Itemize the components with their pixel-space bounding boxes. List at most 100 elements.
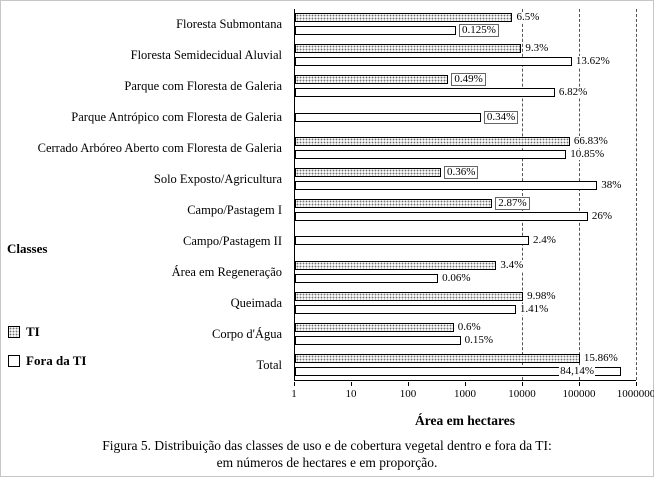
x-tick-label: 100000 (562, 388, 596, 400)
bar-ti (295, 168, 441, 178)
x-tick-label: 10 (345, 388, 357, 400)
caption-line-1: Figura 5. Distribuição das classes de us… (102, 438, 552, 453)
pct-label: 3.4% (499, 258, 525, 271)
bar-fora-da-ti (295, 88, 555, 98)
bar-ti (295, 260, 497, 270)
legend-label: Fora da TI (26, 353, 87, 368)
bar-group: 0.49% 6.82% (295, 71, 636, 102)
bar-row: 66.83% (295, 135, 636, 148)
bar-row: 9.98% (295, 289, 636, 302)
bar-ti (295, 44, 522, 54)
bar-row: 2.4% (295, 234, 636, 247)
bar-row: 6.5% (295, 11, 636, 24)
bar-row: 10.85% (295, 148, 636, 161)
bar-row: 15.86% (295, 351, 636, 364)
bar-fora-da-ti (295, 366, 622, 376)
x-tick-mark (635, 382, 637, 386)
gridline-10000 (522, 9, 524, 380)
x-tick-label: 100 (399, 388, 417, 400)
pct-label: 26% (590, 209, 614, 222)
x-tick-label: 1000000 (616, 388, 654, 400)
bar-fora-da-ti (295, 236, 529, 246)
bar-row: 0.34% (295, 110, 636, 124)
bar-ti (295, 13, 513, 23)
bar-fora-da-ti (295, 181, 598, 191)
category-label: Campo/Pastagem II (183, 234, 282, 248)
gridline-1000000 (636, 9, 637, 380)
pct-label: 6.5% (515, 11, 541, 24)
bar-group: 15.86% 84,14% (295, 349, 636, 380)
pct-label: 84,14% (559, 364, 596, 377)
bar-ti (295, 322, 454, 332)
category-label: Parque Antrópico com Floresta de Galeria (71, 110, 282, 124)
legend-swatch (8, 326, 20, 338)
pct-label: 2.87% (495, 196, 530, 210)
gridline-100000 (579, 9, 581, 380)
category-label: Total (256, 358, 282, 372)
bar-group: 0.6% 0.15% (295, 318, 636, 349)
pct-label: 9.3% (524, 42, 550, 55)
pct-label: 15.86% (582, 351, 619, 364)
pct-label: 2.4% (531, 234, 557, 247)
category-label: Campo/Pastagem I (187, 203, 282, 217)
figure-caption: Figura 5. Distribuição das classes de us… (1, 437, 653, 471)
bar-ti (295, 75, 449, 85)
bar-fora-da-ti (295, 26, 456, 36)
bar-row: 0.49% (295, 73, 636, 87)
bar-group: 2.87% 26% (295, 195, 636, 226)
x-tick-mark (350, 382, 352, 386)
bar-fora-da-ti (295, 150, 567, 160)
category-label: Parque com Floresta de Galeria (124, 79, 282, 93)
bar-row: 0.15% (295, 333, 636, 346)
pct-label: 10.85% (569, 148, 606, 161)
bar-row: 9.3% (295, 42, 636, 55)
category-label: Corpo d'Água (212, 327, 282, 341)
category-label: Floresta Submontana (176, 17, 282, 31)
bar-ti (295, 137, 570, 147)
category-label: Solo Exposto/Agricultura (153, 172, 282, 186)
bar-fora-da-ti (295, 112, 481, 122)
bar-group: 66.83% 10.85% (295, 133, 636, 164)
pct-label: 13.62% (574, 55, 611, 68)
caption-line-2: em números de hectares e em proporção. (216, 455, 438, 470)
bar-fora-da-ti (295, 57, 572, 67)
bar-group: 3.4% 0.06% (295, 256, 636, 287)
bar-row: 2.87% (295, 196, 636, 210)
bar-row: 13.62% (295, 55, 636, 68)
pct-label: 0.34% (483, 110, 519, 124)
pct-label: 9.98% (526, 289, 557, 302)
legend-item-fora-da-ti: Fora da TI (8, 353, 86, 369)
bar-ti (295, 198, 493, 208)
x-axis-title: Área em hectares (415, 413, 515, 428)
legend-swatch (8, 355, 20, 367)
bar-group: 9.3% 13.62% (295, 40, 636, 71)
bar-group: 0.36% 38% (295, 164, 636, 195)
pct-label: 0.15% (463, 333, 495, 346)
category-label: Área em Regeneração (171, 265, 282, 279)
x-tick-mark (464, 382, 466, 386)
bar-row: 26% (295, 209, 636, 222)
legend: TI Fora da TI (8, 324, 86, 369)
bar-fora-da-ti (295, 335, 461, 345)
bar-row: 3.4% (295, 258, 636, 271)
bar-row: 0.06% (295, 271, 636, 284)
x-tick-mark (293, 382, 295, 386)
legend-item-ti: TI (8, 324, 86, 340)
bar-ti (295, 353, 580, 363)
bar-row: 0.36% (295, 166, 636, 180)
bar-row: 0.125% (295, 24, 636, 38)
x-tick-label: 1000 (454, 388, 476, 400)
pct-label: 66.83% (572, 135, 609, 148)
x-axis-ticks: 1 10 100 1000 10000 100000 1000000 (291, 382, 654, 404)
bar-row: 38% (295, 179, 636, 192)
pct-label: 0.06% (441, 271, 472, 284)
legend-label: TI (26, 324, 40, 339)
x-tick-mark (407, 382, 409, 386)
x-tick-label: 10000 (508, 388, 536, 400)
pct-label: 38% (600, 179, 623, 192)
bar-row: 6.82% (295, 87, 636, 99)
bar-row: 1.41% (295, 303, 636, 315)
bar-row: 0.6% (295, 321, 636, 333)
bar-fora-da-ti (295, 304, 516, 314)
